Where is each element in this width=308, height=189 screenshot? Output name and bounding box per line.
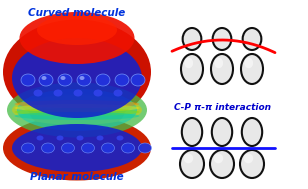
Ellipse shape [184, 58, 193, 68]
Ellipse shape [82, 143, 95, 153]
Ellipse shape [76, 136, 83, 140]
Ellipse shape [58, 74, 72, 86]
Ellipse shape [22, 143, 34, 153]
Ellipse shape [37, 15, 117, 45]
Ellipse shape [183, 28, 201, 50]
Ellipse shape [244, 153, 253, 163]
Ellipse shape [139, 143, 152, 153]
Ellipse shape [243, 28, 261, 50]
Ellipse shape [37, 136, 43, 140]
Ellipse shape [96, 74, 110, 86]
Ellipse shape [30, 93, 124, 131]
Ellipse shape [3, 19, 151, 125]
Ellipse shape [12, 124, 142, 172]
Ellipse shape [56, 136, 63, 140]
Ellipse shape [241, 54, 263, 84]
Ellipse shape [131, 74, 145, 86]
Ellipse shape [182, 118, 202, 146]
Ellipse shape [210, 150, 234, 178]
Ellipse shape [180, 150, 204, 178]
Ellipse shape [3, 115, 151, 180]
Ellipse shape [214, 153, 223, 163]
Ellipse shape [121, 143, 135, 153]
Ellipse shape [77, 74, 91, 86]
Ellipse shape [42, 76, 47, 80]
Ellipse shape [94, 90, 103, 97]
Ellipse shape [39, 74, 53, 86]
Ellipse shape [184, 153, 193, 163]
Ellipse shape [54, 90, 63, 97]
Ellipse shape [62, 143, 75, 153]
Ellipse shape [7, 83, 147, 138]
Ellipse shape [12, 38, 142, 118]
Ellipse shape [240, 150, 264, 178]
Ellipse shape [34, 90, 43, 97]
Ellipse shape [17, 89, 137, 131]
Ellipse shape [14, 100, 140, 108]
Ellipse shape [60, 76, 66, 80]
Ellipse shape [115, 74, 129, 86]
Ellipse shape [12, 95, 142, 125]
Ellipse shape [114, 90, 123, 97]
Ellipse shape [116, 136, 124, 140]
Ellipse shape [74, 90, 83, 97]
Ellipse shape [214, 58, 223, 68]
Ellipse shape [14, 104, 140, 112]
Ellipse shape [14, 112, 140, 120]
Ellipse shape [42, 143, 55, 153]
Ellipse shape [181, 54, 203, 84]
Ellipse shape [213, 28, 231, 50]
Text: C-P π-π interaction: C-P π-π interaction [173, 102, 270, 112]
Ellipse shape [96, 136, 103, 140]
Ellipse shape [212, 118, 232, 146]
Ellipse shape [14, 108, 140, 116]
Ellipse shape [21, 74, 35, 86]
Ellipse shape [102, 143, 115, 153]
Text: Curved molecule: Curved molecule [28, 8, 126, 18]
Ellipse shape [244, 58, 253, 68]
Text: Planar molecule: Planar molecule [30, 172, 124, 182]
Ellipse shape [211, 54, 233, 84]
Ellipse shape [242, 118, 262, 146]
Ellipse shape [79, 76, 84, 80]
Ellipse shape [19, 12, 135, 64]
